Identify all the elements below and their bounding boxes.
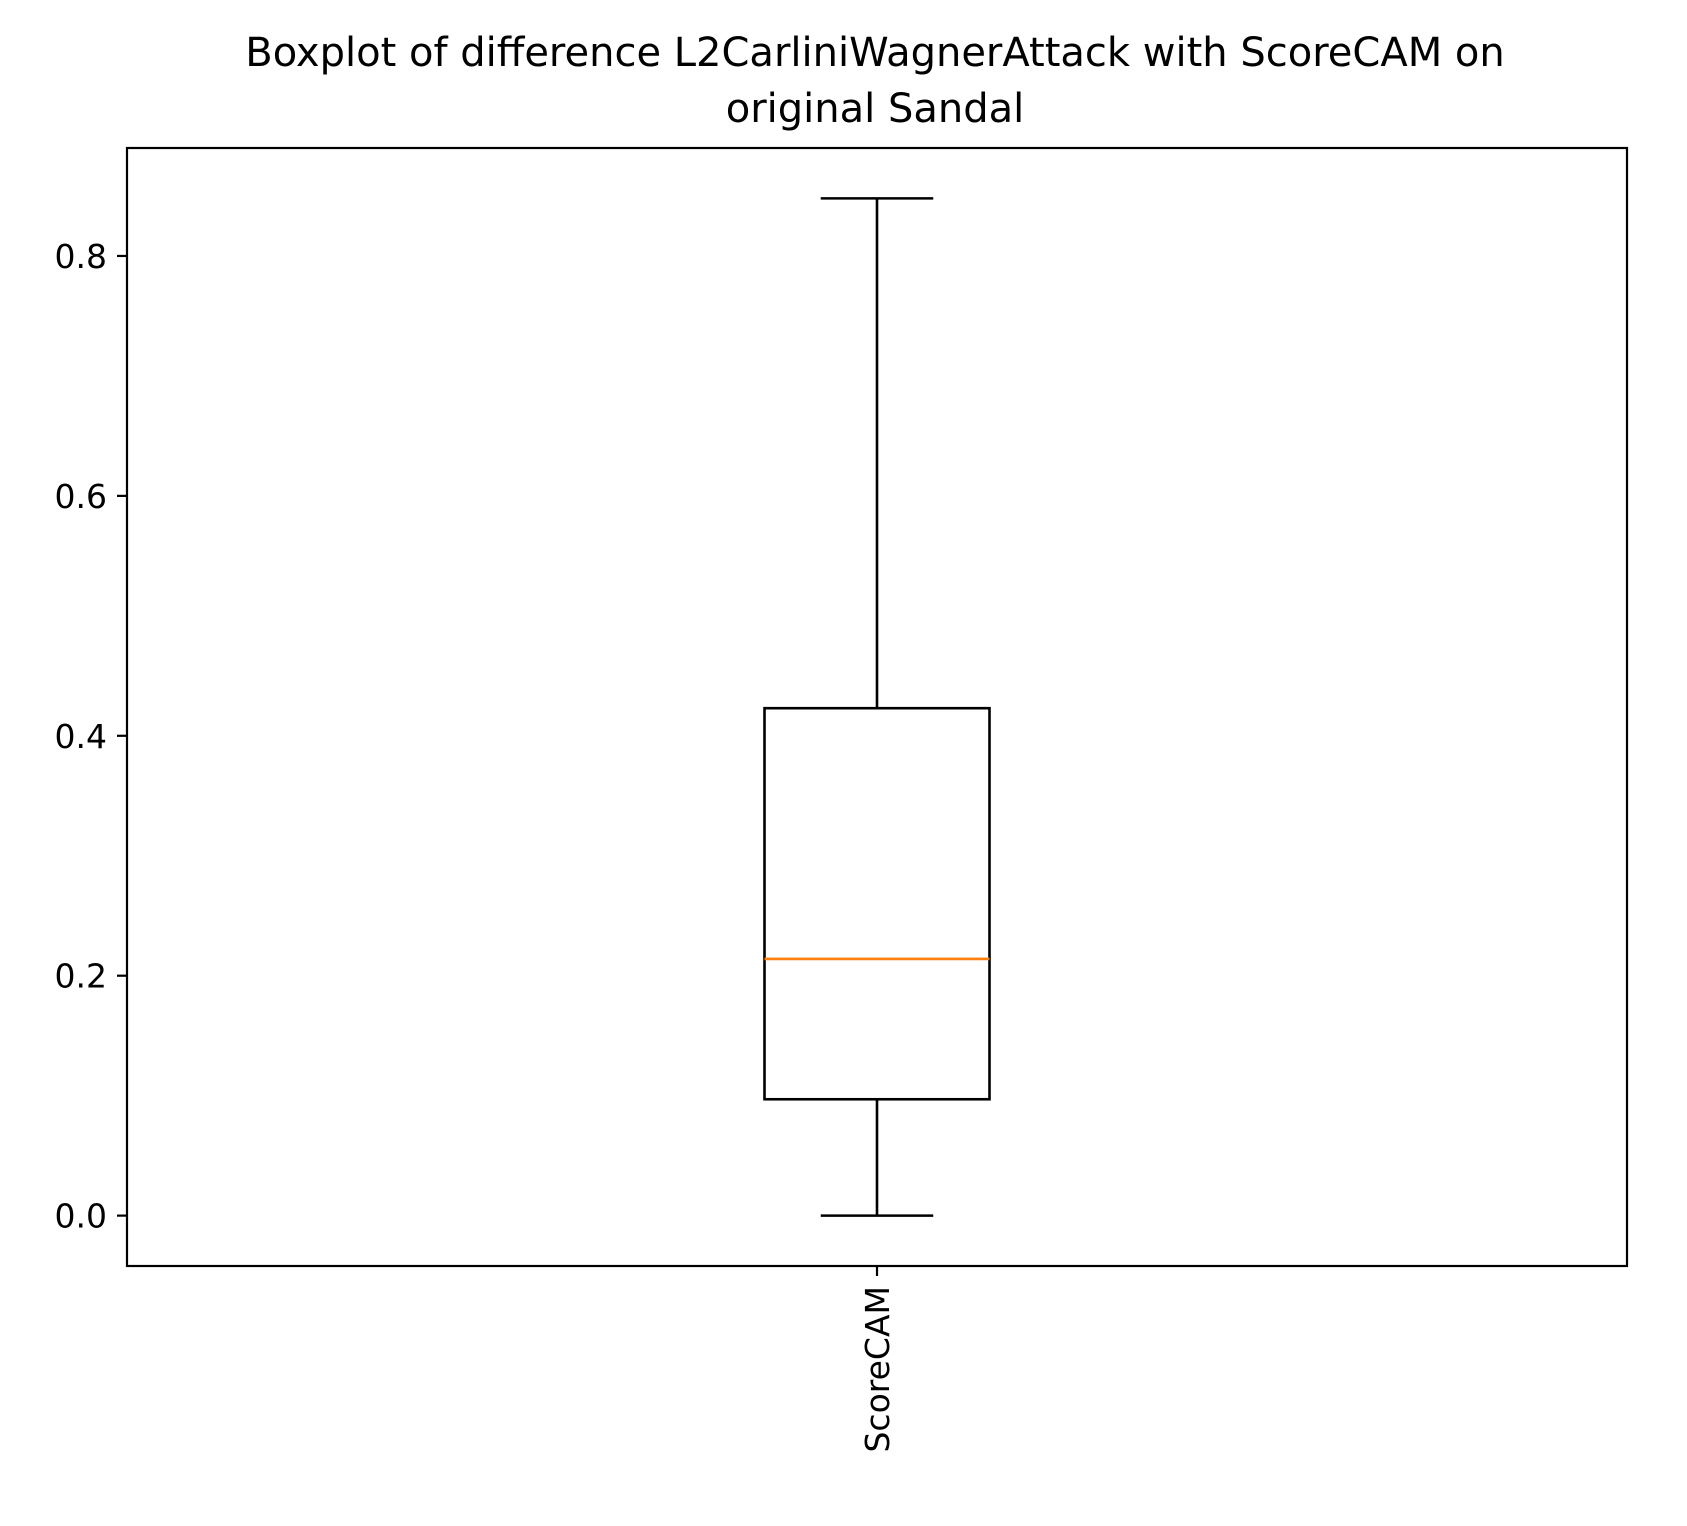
chart-title-line-1: Boxplot of difference L2CarliniWagnerAtt…: [245, 30, 1505, 76]
x-axis: ScoreCAM: [858, 1266, 897, 1453]
box-ScoreCAM: [763, 197, 991, 1217]
y-tick-label: 0.8: [55, 237, 107, 276]
y-axis: 0.0 0.2 0.4 0.6 0.8: [55, 237, 127, 1236]
y-tick-label: 0.0: [55, 1197, 107, 1236]
interquartile-box: [763, 706, 991, 1101]
y-tick-label: 0.6: [55, 477, 107, 516]
x-tick-label: ScoreCAM: [858, 1286, 897, 1453]
chart-title-line-2: original Sandal: [726, 86, 1025, 132]
boxes-layer: [763, 197, 991, 1217]
y-tick-label: 0.2: [55, 957, 107, 996]
y-tick-label: 0.4: [55, 717, 107, 756]
